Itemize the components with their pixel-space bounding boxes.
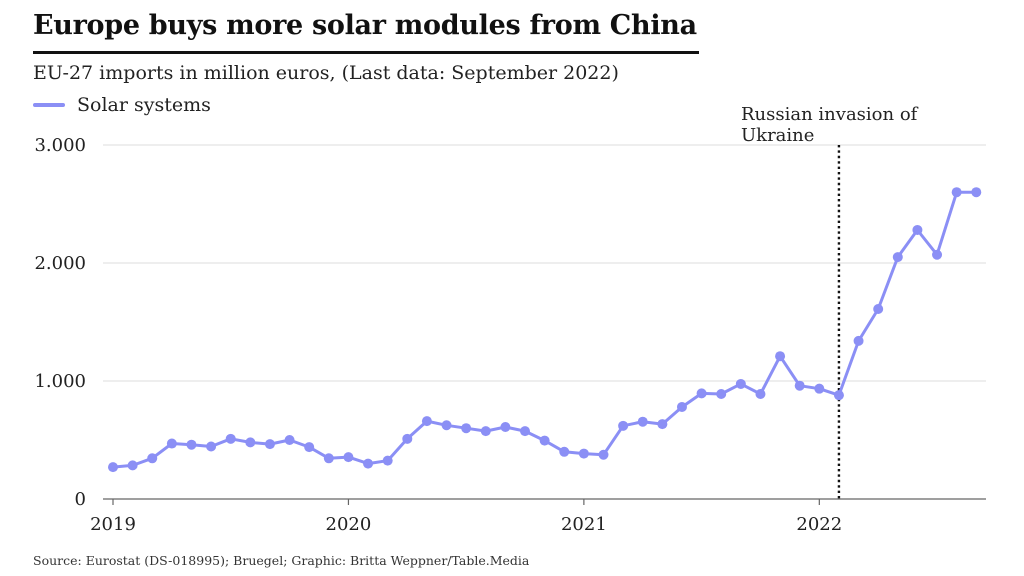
series-line [111, 190, 978, 469]
data-point [500, 422, 511, 433]
data-point [225, 433, 236, 444]
data-point [755, 388, 766, 399]
data-point [735, 378, 746, 389]
title-underline [33, 51, 699, 54]
legend-swatch [33, 103, 65, 107]
gridlines [103, 144, 986, 382]
data-point [421, 416, 432, 427]
legend-label: Solar systems [77, 94, 211, 116]
data-point [323, 453, 334, 464]
data-point [206, 441, 217, 452]
data-point [480, 426, 491, 437]
data-point [716, 388, 727, 399]
data-point [598, 449, 609, 460]
data-point [127, 460, 138, 471]
data-point [853, 335, 864, 346]
data-point [520, 426, 531, 437]
y-tick-label: 2.000 [34, 253, 86, 274]
data-point [382, 455, 393, 466]
data-point [618, 420, 629, 431]
data-point [402, 433, 413, 444]
data-point [775, 351, 786, 362]
x-tick-label: 2020 [326, 514, 372, 535]
data-point [873, 304, 884, 315]
annotation-label: Russian invasion of [741, 104, 919, 125]
data-point [343, 452, 354, 463]
series-layer [108, 187, 982, 473]
data-point [304, 442, 315, 453]
data-point [578, 448, 589, 459]
data-point [814, 383, 825, 394]
x-tick-label: 2019 [90, 514, 136, 535]
data-point [559, 446, 570, 457]
x-tick-label: 2021 [561, 514, 607, 535]
y-tick-label: 3.000 [34, 135, 86, 156]
data-point [833, 390, 844, 401]
data-point [951, 187, 962, 198]
source-note: Source: Eurostat (DS-018995); Bruegel; G… [33, 553, 530, 568]
y-tick-label: 0 [75, 489, 86, 510]
data-point [186, 439, 197, 450]
data-point [166, 438, 177, 449]
data-point [657, 419, 668, 430]
chart-title: Europe buys more solar modules from Chin… [33, 10, 697, 41]
chart-subtitle: EU-27 imports in million euros, (Last da… [33, 62, 619, 84]
data-point [441, 420, 452, 431]
data-point [696, 388, 707, 399]
data-point [971, 187, 982, 198]
data-point [539, 435, 550, 446]
legend: Solar systems [33, 94, 211, 116]
data-point [363, 458, 374, 469]
data-point [264, 439, 275, 450]
data-point [245, 437, 256, 448]
data-point [676, 401, 687, 412]
data-point [147, 453, 158, 464]
axes: 0 1.000 2.000 3.000 2019 2020 2021 2022 [34, 135, 986, 535]
data-point [461, 423, 472, 434]
data-point [794, 380, 805, 391]
y-tick-label: 1.000 [34, 371, 86, 392]
data-point [912, 224, 923, 235]
data-point [637, 416, 648, 427]
data-point [892, 252, 903, 263]
data-point [284, 435, 295, 445]
annotation-label: Ukraine [741, 125, 814, 146]
x-tick-label: 2022 [796, 514, 842, 535]
data-point [108, 462, 118, 473]
data-point [932, 249, 943, 260]
